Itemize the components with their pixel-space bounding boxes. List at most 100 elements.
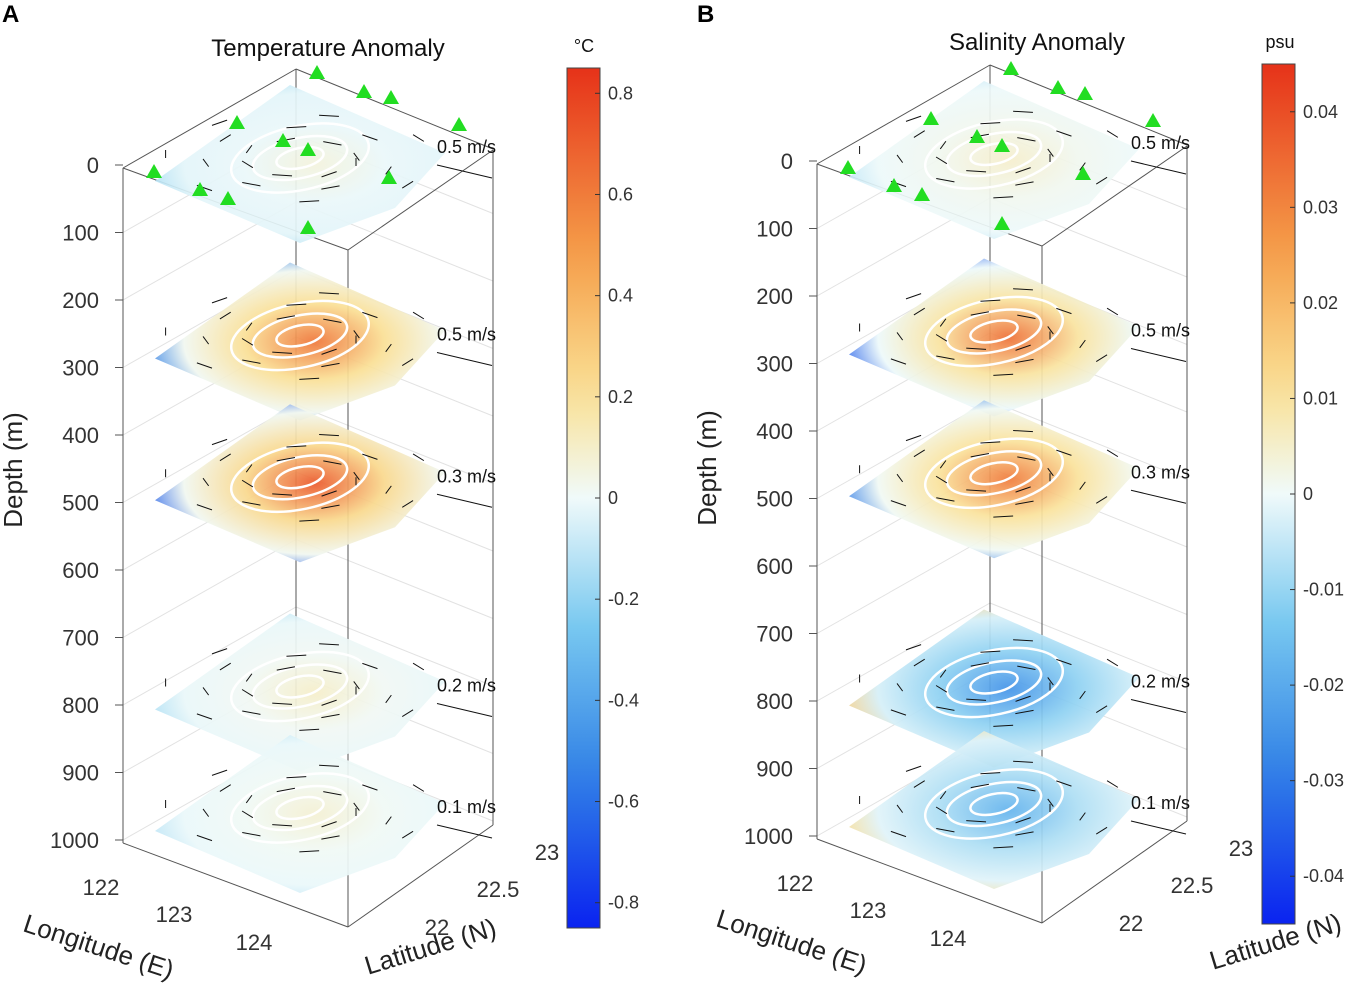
velocity-arrow (1047, 467, 1054, 477)
reference-arrow (1130, 699, 1187, 713)
reference-vector-label: 0.5 m/s (437, 137, 496, 157)
contour-line (251, 663, 349, 710)
depth-slice: 0.2 m/s (155, 613, 496, 772)
velocity-arrow (896, 683, 904, 692)
reference-vector-label: 0.1 m/s (437, 797, 496, 817)
depth-slice: 0.5 m/s (155, 262, 496, 421)
velocity-arrow (1015, 695, 1031, 702)
contour-line (923, 118, 1065, 190)
contour-line (945, 780, 1043, 828)
velocity-arrow (242, 832, 261, 837)
velocity-arrow (286, 126, 307, 129)
colorbar-tick-label: 0 (608, 488, 618, 508)
velocity-arrow (1079, 162, 1086, 171)
velocity-arrow (1095, 496, 1108, 504)
depth-tick-label: 800 (62, 693, 99, 718)
velocity-arrow (966, 170, 987, 173)
contour-line (229, 299, 371, 372)
velocity-arrow (1095, 705, 1108, 714)
contour-line (229, 122, 371, 194)
velocity-arrow (896, 473, 904, 483)
velocity-arrow (286, 445, 307, 448)
velocity-arrow (890, 709, 907, 716)
colorbar-tick-label: 0.8 (608, 83, 633, 103)
contour-line (275, 145, 325, 171)
station-marker (383, 90, 399, 104)
velocity-arrow (993, 846, 1014, 849)
reference-arrow (436, 703, 493, 717)
contour-line (923, 768, 1065, 840)
station-marker (229, 115, 245, 129)
velocity-arrow (936, 706, 955, 711)
depth-slice: 0.3 m/s (155, 404, 496, 563)
axis-box-edge (1041, 820, 1188, 924)
velocity-arrow (1015, 486, 1031, 493)
velocity-arrow (939, 140, 947, 150)
contour-line (275, 674, 325, 699)
velocity-arrow (1017, 787, 1036, 792)
contour-line (923, 646, 1065, 719)
colorbar-tick-label: 0.4 (608, 286, 633, 306)
reference-vector-label: 0.3 m/s (1131, 462, 1190, 482)
velocity-arrow (245, 673, 253, 682)
velocity-arrow (1013, 639, 1033, 642)
colorbar: 0.04 0.03 0.02 0.01 0 -0.01 -0.02 -0.03 -0.04 (1261, 63, 1344, 925)
velocity-arrow (385, 343, 392, 353)
contour-line (923, 437, 1065, 510)
panel-a-plot: 0 100 200 300 400 500 600 700 800 900 1000 122 123 12… (50, 65, 639, 955)
station-marker (381, 170, 397, 184)
panel-b-depth-label: Depth (m) (692, 410, 722, 526)
velocity-arrow (939, 460, 947, 469)
velocity-arrow (1095, 176, 1108, 185)
velocity-arrow (1079, 812, 1086, 821)
depth-tick-label: 400 (756, 419, 793, 444)
velocity-arrow (1106, 449, 1119, 458)
depth-tick-label: 400 (62, 423, 99, 448)
longitude-tick-label: 124 (236, 930, 273, 955)
velocity-arrow (890, 830, 907, 838)
velocity-arrow (241, 810, 254, 819)
velocity-arrow (1056, 449, 1072, 456)
velocity-arrow (385, 694, 392, 704)
colorbar-tick-label: -0.2 (608, 589, 639, 609)
grid-line (122, 606, 297, 706)
station-marker (356, 84, 372, 98)
depth-slice: 0.1 m/s (155, 735, 496, 893)
velocity-arrow (245, 322, 253, 331)
velocity-arrow (1047, 798, 1054, 807)
velocity-arrow (299, 200, 320, 203)
station-marker (1050, 80, 1066, 94)
velocity-arrow (362, 453, 378, 460)
velocity-arrow (219, 134, 231, 142)
latitude-tick-label: 22 (425, 915, 449, 940)
contour-line (969, 791, 1019, 817)
depth-tick-label: 200 (756, 284, 793, 309)
velocity-arrow (202, 158, 210, 167)
station-marker (840, 160, 856, 174)
grid-line (989, 400, 1188, 480)
velocity-arrow (319, 433, 339, 437)
colorbar-tick-label: -0.6 (608, 792, 639, 812)
velocity-arrow (905, 765, 922, 772)
velocity-arrow (1079, 339, 1086, 349)
contour-line (251, 312, 349, 359)
contour-line (275, 465, 325, 490)
velocity-arrow (299, 519, 320, 522)
colorbar: 0.8 0.6 0.4 0.2 0 -0.2 -0.4 -0.6 -0.8 (566, 67, 639, 929)
velocity-arrow (412, 662, 425, 671)
colorbar-tick-label: 0.6 (608, 184, 633, 204)
station-marker (969, 129, 985, 143)
velocity-arrow (241, 689, 254, 697)
colorbar-tick-label: -0.03 (1303, 771, 1344, 791)
slice-surface (849, 400, 1139, 559)
velocity-arrow (1047, 326, 1054, 335)
reference-vector-label: 0.2 m/s (1131, 672, 1190, 692)
contour-line (251, 134, 349, 182)
grid-line (122, 539, 297, 638)
velocity-arrow (319, 114, 339, 117)
velocity-arrow (242, 359, 261, 364)
velocity-arrow (319, 643, 339, 646)
velocity-arrow (196, 834, 213, 842)
colorbar-tick-label: -0.01 (1303, 580, 1344, 600)
velocity-arrow (272, 351, 293, 354)
